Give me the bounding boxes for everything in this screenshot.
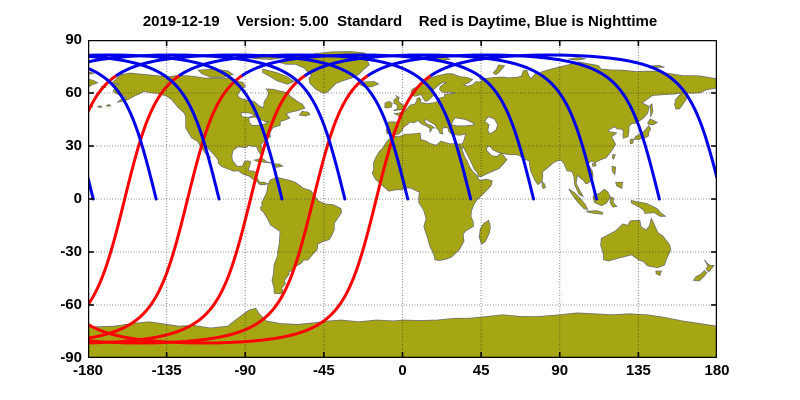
nighttime-track-segment <box>243 55 534 199</box>
daytime-track-segment <box>88 75 180 343</box>
landmass-sumatra <box>569 189 588 209</box>
landmass-newfoundland <box>299 111 309 116</box>
y-tick-label: 60 <box>65 84 82 101</box>
landmass-tasmania <box>656 271 662 275</box>
waterbody-lake-superior <box>241 113 255 118</box>
nighttime-track-segment <box>180 55 471 199</box>
y-tick-label: -90 <box>60 349 82 366</box>
geo-root <box>88 40 717 358</box>
x-tick-label: -90 <box>234 362 257 379</box>
landmass-greenland <box>278 51 372 93</box>
landmass-java <box>586 210 602 214</box>
plot-area <box>88 40 717 358</box>
x-tick-label: 0 <box>398 362 407 379</box>
landmass-cuba <box>254 158 273 163</box>
landmass-sulawesi <box>610 197 617 207</box>
landmass-aleutian-2 <box>98 106 102 108</box>
daytime-track-segment <box>88 75 432 343</box>
x-tick-label: 135 <box>625 362 651 379</box>
landmass-ireland <box>385 101 392 108</box>
graticule-grid <box>88 40 717 358</box>
x-tick-label: 180 <box>704 362 730 379</box>
landmass-sri-lanka <box>542 182 545 189</box>
nighttime-track-segment <box>88 55 282 199</box>
y-tick-label: 30 <box>65 137 82 154</box>
nighttime-track-segment <box>117 55 408 199</box>
landmass-baffin-island <box>263 69 294 84</box>
landmass-australia <box>601 218 671 267</box>
landmass-aleutian-3 <box>107 104 111 106</box>
nighttime-track-segment <box>306 55 597 199</box>
landmass-hokkaido <box>648 119 658 125</box>
landmass-luzon <box>612 166 615 174</box>
nighttime-track-segment <box>88 55 345 199</box>
landmass-new-guinea <box>631 200 665 216</box>
nighttime-ground-tracks <box>88 55 717 299</box>
landmass-antarctica <box>88 308 717 358</box>
nighttime-track-segment <box>88 55 219 199</box>
x-tick-label: 45 <box>472 362 490 379</box>
x-tick-label: -45 <box>313 362 335 379</box>
y-tick-label: -30 <box>60 243 82 260</box>
x-tick-label: 90 <box>551 362 569 379</box>
landmass-south-america <box>261 177 342 293</box>
landmass-hainan <box>592 164 596 167</box>
y-tick-label: 90 <box>65 31 82 48</box>
landmass-new-zealand-north <box>704 260 714 272</box>
waterbody-caspian-sea <box>485 117 498 134</box>
nighttime-track-segment <box>432 55 717 199</box>
nighttime-track-segment <box>369 55 660 199</box>
x-tick-label: -180 <box>72 362 104 379</box>
landmass-mindanao <box>616 182 623 188</box>
y-tick-label: -60 <box>60 296 82 313</box>
landmass-madagascar <box>479 220 490 244</box>
landmass-sakhalin <box>650 104 653 117</box>
landmass-eurasia <box>88 62 98 197</box>
world-map-plot <box>88 40 717 358</box>
landmass-new-zealand-south <box>693 271 706 281</box>
landmass-eurasia <box>386 62 717 197</box>
landmass-severnaya-zemlya <box>568 57 585 60</box>
waterbody-black-sea <box>451 118 475 126</box>
plot-title: 2019-12-19 Version: 5.00 Standard Red is… <box>142 13 658 30</box>
nighttime-track-segment <box>88 55 156 199</box>
daytime-track-segment <box>88 75 117 343</box>
daytime-track-segment <box>88 75 243 343</box>
daytime-track-segment <box>88 75 369 343</box>
landmass-novaya-zemlya <box>493 65 504 75</box>
x-tick-label: -135 <box>151 362 182 379</box>
daytime-track-segment <box>88 75 306 343</box>
daytime-ground-tracks <box>88 75 432 343</box>
landmass-taiwan <box>612 154 615 159</box>
y-tick-label: 0 <box>73 190 82 207</box>
